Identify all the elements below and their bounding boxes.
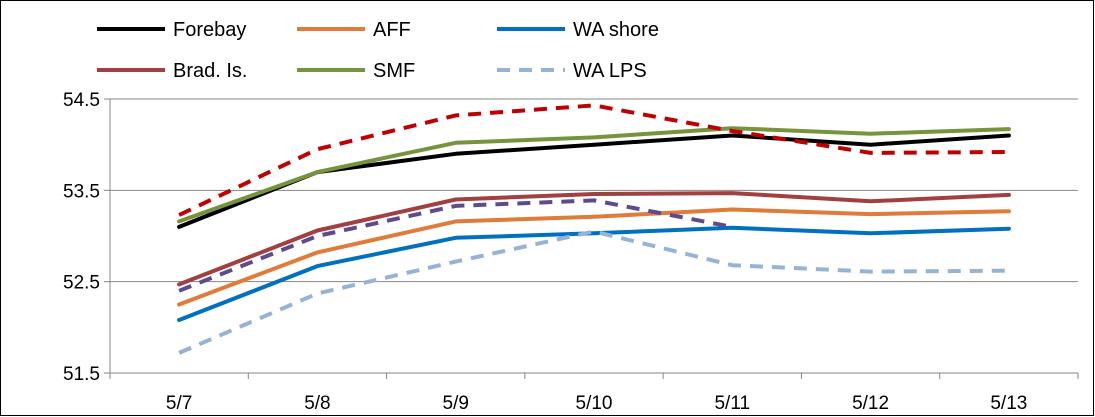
y-tick-label: 52.5 (63, 273, 100, 294)
series-lines (177, 103, 1011, 355)
x-tick-label: 5/10 (576, 393, 613, 414)
legend: Forebay AFF WA shore Brad. Is. SMF WA LPS (97, 19, 659, 82)
legend-label: WA LPS (573, 60, 647, 82)
y-tick-label: 53.5 (63, 181, 100, 202)
series-line-aff (177, 207, 1011, 307)
y-tick-label: 54.5 (63, 90, 100, 111)
axes: 51.5 52.5 53.5 54.5 5/7 5/8 5/9 5/10 5/11 5/12 5/1… (63, 90, 1079, 414)
legend-label: SMF (373, 60, 415, 82)
series-line-wa-lps (178, 229, 1009, 355)
x-tick-label: 5/9 (443, 393, 469, 414)
x-tick-label: 5/12 (852, 393, 889, 414)
y-tick-label: 51.5 (63, 364, 100, 385)
series-line-wa-shore (177, 225, 1011, 322)
legend-label: WA shore (573, 19, 659, 41)
series-line-brad-is (177, 191, 1011, 287)
legend-label: Brad. Is. (173, 60, 247, 82)
x-tick-label: 5/7 (166, 393, 192, 414)
series-line-unlabeled-7 (178, 198, 733, 293)
legend-label: Forebay (173, 19, 246, 41)
series-line-smf (177, 126, 1011, 224)
x-tick-label: 5/8 (304, 393, 330, 414)
legend-label: AFF (373, 19, 411, 41)
series-line-unlabeled-6 (178, 103, 1009, 217)
x-tick-label: 5/13 (990, 393, 1027, 414)
x-tick-label: 5/11 (714, 393, 750, 414)
